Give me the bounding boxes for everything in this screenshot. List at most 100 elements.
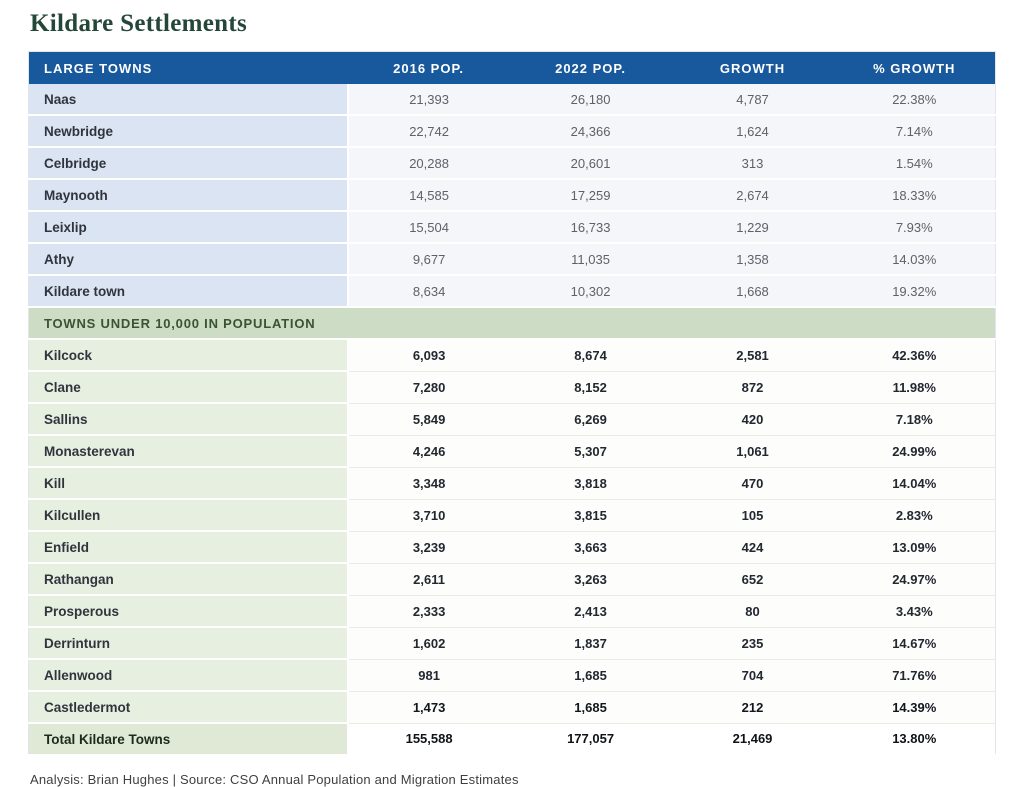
town-name-cell: Kilcullen [28,499,349,532]
total-pop-2022-cell: 177,057 [509,723,672,756]
growth-cell: 424 [671,531,834,564]
pop-2016-cell: 15,504 [347,211,510,244]
pop-2016-cell: 6,093 [347,339,510,372]
pop-2016-cell: 9,677 [347,243,510,276]
pop-2016-cell: 2,611 [347,563,510,596]
table-row-clane: Clane 7,280 8,152 872 11.98% [28,371,996,404]
town-name-cell: Naas [28,84,349,116]
pop-2016-cell: 21,393 [347,84,510,116]
pop-2022-cell: 26,180 [509,84,672,116]
total-growth-cell: 21,469 [671,723,834,756]
growth-cell: 105 [671,499,834,532]
table-row-derrinturn: Derrinturn 1,602 1,837 235 14.67% [28,627,996,660]
town-name-cell: Clane [28,371,349,404]
growth-cell: 652 [671,563,834,596]
growth-cell: 2,581 [671,339,834,372]
pct-growth-cell: 24.97% [833,563,996,596]
table-row-athy: Athy 9,677 11,035 1,358 14.03% [28,243,996,276]
town-name-cell: Maynooth [28,179,349,212]
pop-2016-cell: 1,602 [347,627,510,660]
pop-2016-cell: 20,288 [347,147,510,180]
total-section: Total Kildare Towns 155,588 177,057 21,4… [28,723,996,756]
pct-growth-cell: 24.99% [833,435,996,468]
town-name-cell: Prosperous [28,595,349,628]
table-row-prosperous: Prosperous 2,333 2,413 80 3.43% [28,595,996,628]
growth-cell: 235 [671,627,834,660]
pop-2016-cell: 3,348 [347,467,510,500]
pct-growth-cell: 1.54% [833,147,996,180]
column-header-pct-growth: % Growth [833,51,996,84]
pop-2022-cell: 3,818 [509,467,672,500]
table-row-sallins: Sallins 5,849 6,269 420 7.18% [28,403,996,436]
pct-growth-cell: 13.09% [833,531,996,564]
pop-2022-cell: 1,837 [509,627,672,660]
total-label-cell: Total Kildare Towns [28,723,349,756]
growth-cell: 872 [671,371,834,404]
town-name-cell: Enfield [28,531,349,564]
pop-2016-cell: 14,585 [347,179,510,212]
pop-2022-cell: 1,685 [509,659,672,692]
pop-2022-cell: 2,413 [509,595,672,628]
pop-2022-cell: 3,815 [509,499,672,532]
pct-growth-cell: 22.38% [833,84,996,116]
column-header-2022-pop: 2022 Pop. [509,51,672,84]
growth-cell: 80 [671,595,834,628]
table-row-kill: Kill 3,348 3,818 470 14.04% [28,467,996,500]
town-name-cell: Monasterevan [28,435,349,468]
growth-cell: 1,624 [671,115,834,148]
pct-growth-cell: 2.83% [833,499,996,532]
table-row-maynooth: Maynooth 14,585 17,259 2,674 18.33% [28,179,996,212]
total-row: Total Kildare Towns 155,588 177,057 21,4… [28,723,996,756]
town-name-cell: Athy [28,243,349,276]
total-pct-growth-cell: 13.80% [833,723,996,756]
growth-cell: 420 [671,403,834,436]
pct-growth-cell: 14.67% [833,627,996,660]
pop-2022-cell: 16,733 [509,211,672,244]
town-name-cell: Sallins [28,403,349,436]
pct-growth-cell: 18.33% [833,179,996,212]
towns-under-10000-header-label: TOWNS UNDER 10,000 IN POPULATION [28,307,996,340]
pop-2022-cell: 24,366 [509,115,672,148]
pop-2022-cell: 20,601 [509,147,672,180]
pct-growth-cell: 3.43% [833,595,996,628]
pct-growth-cell: 7.18% [833,403,996,436]
pop-2022-cell: 10,302 [509,275,672,308]
pop-2016-cell: 4,246 [347,435,510,468]
pop-2016-cell: 3,239 [347,531,510,564]
pct-growth-cell: 14.39% [833,691,996,724]
pct-growth-cell: 42.36% [833,339,996,372]
pct-growth-cell: 7.93% [833,211,996,244]
table-row-enfield: Enfield 3,239 3,663 424 13.09% [28,531,996,564]
pop-2022-cell: 8,674 [509,339,672,372]
table-row-kilcock: Kilcock 6,093 8,674 2,581 42.36% [28,339,996,372]
table-row-monasterevan: Monasterevan 4,246 5,307 1,061 24.99% [28,435,996,468]
column-header-2016-pop: 2016 Pop. [347,51,510,84]
towns-under-10000-header-row: TOWNS UNDER 10,000 IN POPULATION [28,307,996,340]
growth-cell: 1,358 [671,243,834,276]
town-name-cell: Rathangan [28,563,349,596]
pop-2016-cell: 2,333 [347,595,510,628]
column-header-growth: Growth [671,51,834,84]
pct-growth-cell: 11.98% [833,371,996,404]
table-row-allenwood: Allenwood 981 1,685 704 71.76% [28,659,996,692]
pop-2022-cell: 6,269 [509,403,672,436]
source-note: Analysis: Brian Hughes | Source: CSO Ann… [30,772,519,787]
pop-2022-cell: 8,152 [509,371,672,404]
pop-2016-cell: 3,710 [347,499,510,532]
pop-2022-cell: 3,263 [509,563,672,596]
pct-growth-cell: 14.03% [833,243,996,276]
page-title: Kildare Settlements [30,10,248,37]
pop-2016-cell: 1,473 [347,691,510,724]
town-name-cell: Newbridge [28,115,349,148]
table-row-kildare-town: Kildare town 8,634 10,302 1,668 19.32% [28,275,996,308]
table-header-row: Large Towns 2016 Pop. 2022 Pop. Growth %… [28,51,996,84]
growth-cell: 313 [671,147,834,180]
column-header-large-towns: Large Towns [28,51,348,84]
pct-growth-cell: 7.14% [833,115,996,148]
pop-2022-cell: 1,685 [509,691,672,724]
table-row-castledermot: Castledermot 1,473 1,685 212 14.39% [28,691,996,724]
settlements-table: Large Towns 2016 Pop. 2022 Pop. Growth %… [28,51,996,756]
town-name-cell: Leixlip [28,211,349,244]
growth-cell: 4,787 [671,84,834,116]
pop-2016-cell: 8,634 [347,275,510,308]
